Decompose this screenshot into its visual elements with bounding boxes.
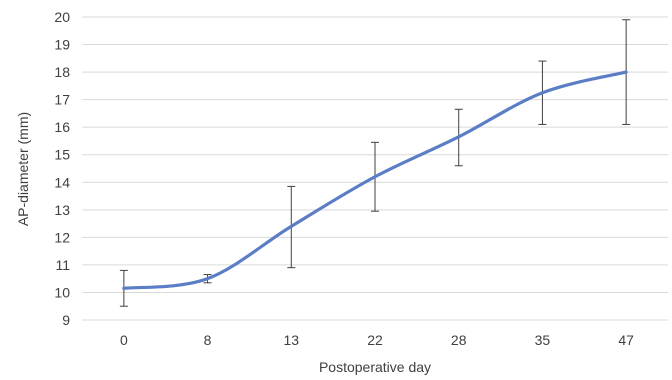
y-tick-label: 16 bbox=[54, 119, 70, 135]
x-tick-label: 13 bbox=[283, 332, 299, 348]
x-axis-tick-labels: 0 8 13 22 28 35 47 bbox=[120, 332, 634, 348]
y-tick-label: 19 bbox=[54, 37, 70, 53]
y-tick-label: 13 bbox=[54, 202, 70, 218]
x-tick-label: 35 bbox=[535, 332, 551, 348]
y-tick-label: 10 bbox=[54, 284, 70, 300]
y-tick-label: 14 bbox=[54, 174, 70, 190]
y-tick-label: 18 bbox=[54, 64, 70, 80]
error-bars bbox=[119, 19, 631, 307]
y-axis-tick-labels: 9 10 11 12 13 14 15 16 17 18 19 20 bbox=[54, 9, 70, 328]
x-tick-label: 0 bbox=[120, 332, 128, 348]
y-axis-title: AP-diameter (mm) bbox=[15, 112, 31, 226]
y-tick-label: 11 bbox=[55, 257, 70, 273]
series-line bbox=[122, 70, 628, 290]
x-tick-label: 47 bbox=[618, 332, 634, 348]
series-lines bbox=[122, 70, 628, 290]
x-tick-label: 28 bbox=[451, 332, 467, 348]
y-tick-label: 9 bbox=[62, 312, 70, 328]
y-tick-label: 17 bbox=[54, 92, 70, 108]
y-tick-label: 20 bbox=[54, 9, 70, 25]
x-axis-title: Postoperative day bbox=[319, 359, 431, 375]
y-tick-label: 15 bbox=[54, 147, 70, 163]
x-tick-label: 8 bbox=[204, 332, 212, 348]
x-tick-label: 22 bbox=[367, 332, 383, 348]
y-tick-label: 12 bbox=[54, 229, 70, 245]
